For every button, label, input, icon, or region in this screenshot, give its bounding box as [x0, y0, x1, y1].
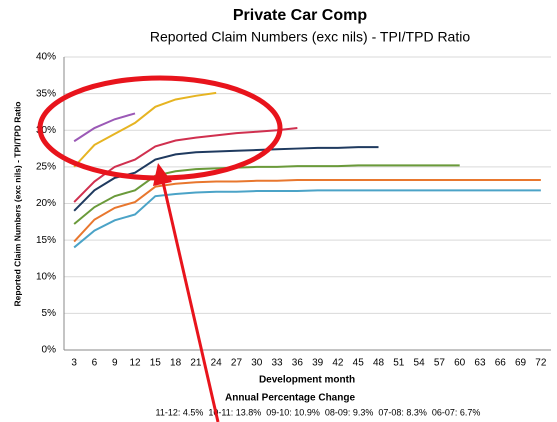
- annotation-text: 11-12: 4.5% 10-11: 13.8% 09-10: 10.9% 08…: [156, 407, 481, 417]
- y-tick-label: 40%: [36, 52, 56, 63]
- y-tick-label: 5%: [42, 308, 57, 319]
- y-tick-label: 10%: [36, 271, 56, 282]
- chart-subtitle: Reported Claim Numbers (exc nils) - TPI/…: [150, 29, 470, 45]
- x-tick-label: 24: [211, 358, 223, 369]
- x-tick-label: 15: [150, 358, 162, 369]
- x-axis-label: Development month: [259, 375, 355, 386]
- y-tick-label: 0%: [42, 345, 57, 356]
- series-line: [73, 189, 541, 249]
- x-tick-label: 39: [312, 358, 324, 369]
- y-tick-label: 15%: [36, 235, 56, 246]
- x-tick-label: 57: [434, 358, 446, 369]
- x-tick-label: 33: [272, 358, 284, 369]
- x-tick-label: 12: [129, 358, 141, 369]
- highlight-ellipse: [37, 75, 283, 181]
- arrow-head: [153, 163, 172, 186]
- y-tick-label: 25%: [36, 162, 56, 173]
- series-line: [73, 91, 217, 168]
- x-tick-label: 54: [414, 358, 426, 369]
- x-tick-label: 69: [515, 358, 527, 369]
- series-line: [73, 164, 460, 225]
- series-line: [73, 146, 379, 212]
- y-axis-label: Reported Claim Numbers (exc nils) - TPI/…: [12, 102, 22, 307]
- x-tick-label: 66: [495, 358, 507, 369]
- annotation-heading: Annual Percentage Change: [225, 393, 355, 404]
- series-line: [73, 112, 136, 143]
- series-line: [73, 127, 298, 203]
- series-line: [73, 179, 541, 243]
- x-tick-label: 63: [474, 358, 486, 369]
- x-tick-label: 6: [92, 358, 98, 369]
- x-tick-label: 42: [332, 358, 344, 369]
- arrow-shaft: [161, 181, 220, 422]
- x-tick-label: 51: [393, 358, 405, 369]
- x-tick-label: 45: [353, 358, 365, 369]
- x-tick-label: 48: [373, 358, 385, 369]
- y-tick-label: 30%: [36, 125, 56, 136]
- x-tick-label: 18: [170, 358, 182, 369]
- x-tick-label: 21: [190, 358, 202, 369]
- x-tick-label: 27: [231, 358, 243, 369]
- x-tick-label: 9: [112, 358, 118, 369]
- x-tick-label: 72: [535, 358, 547, 369]
- x-tick-label: 60: [454, 358, 466, 369]
- x-tick-label: 36: [292, 358, 304, 369]
- x-tick-label: 30: [251, 358, 263, 369]
- x-tick-label: 3: [71, 358, 77, 369]
- y-tick-label: 35%: [36, 88, 56, 99]
- y-tick-label: 20%: [36, 198, 56, 209]
- chart-title: Private Car Comp: [233, 7, 367, 24]
